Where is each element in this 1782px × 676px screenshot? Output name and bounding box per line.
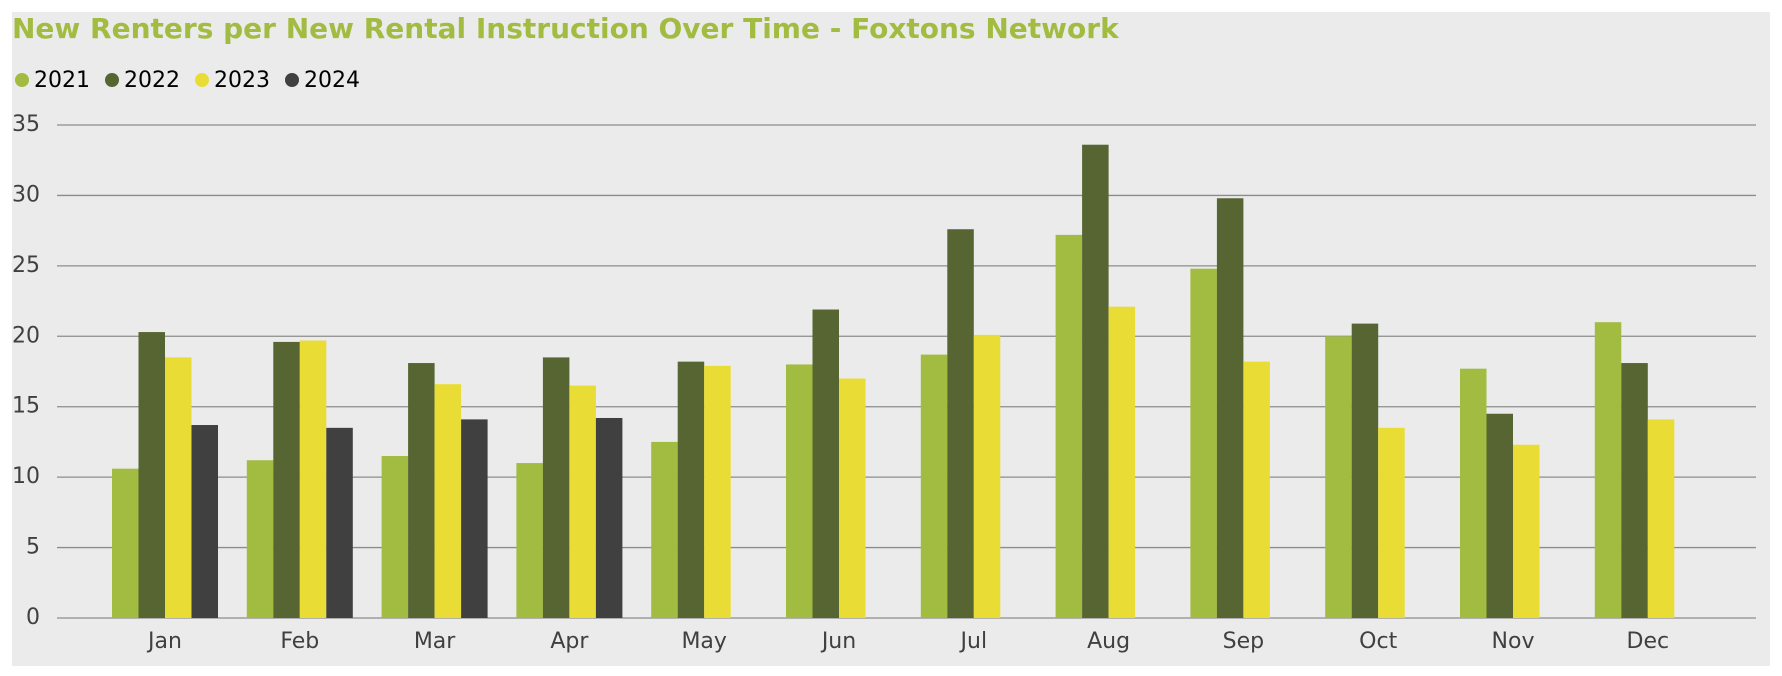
y-tick-label: 20 xyxy=(12,323,40,348)
bar xyxy=(434,384,462,618)
bar xyxy=(112,468,139,618)
y-tick-label: 30 xyxy=(12,182,40,207)
bar xyxy=(1216,198,1244,618)
bar xyxy=(1082,144,1109,618)
chart-title: New Renters per New Rental Instruction O… xyxy=(12,12,1120,45)
x-tick-label: Dec xyxy=(1627,629,1670,654)
bar xyxy=(947,229,974,618)
bar xyxy=(1621,363,1648,618)
x-tick-label: Mar xyxy=(414,629,456,654)
bar xyxy=(973,334,1001,618)
legend-label: 2023 xyxy=(214,68,270,93)
bar xyxy=(246,460,274,618)
legend-marker xyxy=(15,73,29,87)
x-tick-label: May xyxy=(681,629,726,654)
bar xyxy=(273,341,300,618)
x-tick-label: Aug xyxy=(1087,629,1130,654)
bar xyxy=(326,427,353,618)
bar xyxy=(1513,444,1540,618)
bar xyxy=(1190,268,1217,618)
bar xyxy=(1325,336,1352,618)
bar xyxy=(381,456,409,618)
x-tick-label: Jul xyxy=(959,629,988,654)
bar xyxy=(1243,361,1270,618)
legend-marker xyxy=(285,73,299,87)
bar xyxy=(461,419,488,618)
legend-label: 2022 xyxy=(124,68,180,93)
bar xyxy=(569,385,596,618)
y-tick-label: 0 xyxy=(26,605,40,630)
x-tick-label: Sep xyxy=(1223,629,1264,654)
bar xyxy=(1460,368,1487,618)
y-tick-label: 25 xyxy=(12,253,40,278)
bar xyxy=(595,417,623,618)
bar xyxy=(191,425,218,618)
bar xyxy=(812,309,839,618)
x-tick-label: Feb xyxy=(280,629,319,654)
legend-label: 2024 xyxy=(304,68,360,93)
bar xyxy=(1055,234,1083,618)
bar xyxy=(165,357,192,618)
bar xyxy=(651,441,678,618)
bar xyxy=(1378,427,1405,618)
x-tick-label: Apr xyxy=(550,629,589,654)
bar xyxy=(704,365,731,618)
bar xyxy=(1351,323,1379,618)
x-tick-label: Oct xyxy=(1359,629,1397,654)
bar xyxy=(408,363,435,618)
x-tick-label: Jun xyxy=(820,629,856,654)
y-tick-label: 15 xyxy=(12,394,40,419)
bar xyxy=(516,463,543,618)
bar xyxy=(1108,306,1136,618)
legend-marker xyxy=(195,73,209,87)
x-tick-label: Nov xyxy=(1492,629,1535,654)
legend-marker xyxy=(105,73,119,87)
y-tick-label: 35 xyxy=(12,112,40,137)
bar xyxy=(677,361,705,618)
bar xyxy=(920,354,948,618)
bar xyxy=(542,357,570,618)
bar xyxy=(839,378,866,618)
y-tick-label: 5 xyxy=(26,535,40,560)
x-tick-label: Jan xyxy=(146,629,182,654)
bar xyxy=(299,340,327,618)
legend-label: 2021 xyxy=(34,68,90,93)
bar xyxy=(786,364,813,618)
bar xyxy=(1594,322,1622,618)
bar xyxy=(138,332,165,618)
bar xyxy=(1647,419,1675,618)
bar xyxy=(1486,413,1513,618)
y-tick-label: 10 xyxy=(12,464,40,489)
